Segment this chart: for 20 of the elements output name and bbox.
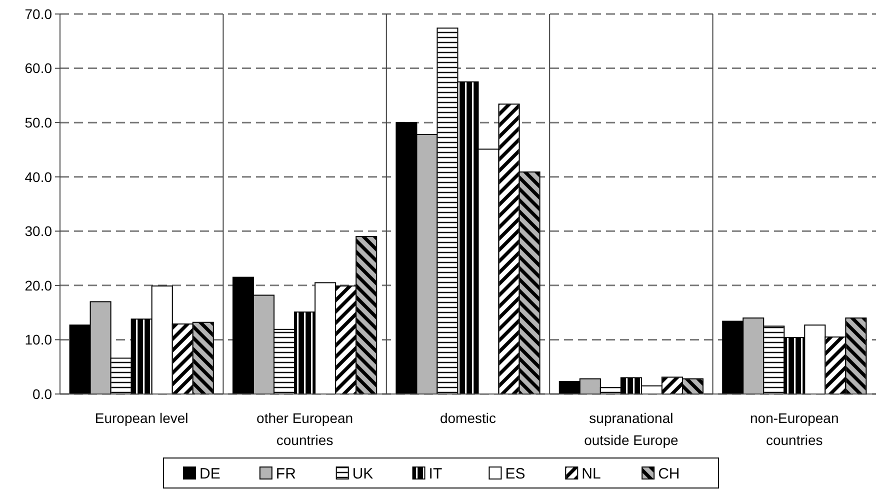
y-tick-label: 40.0 <box>24 168 52 185</box>
y-tick-label: 0.0 <box>32 386 52 402</box>
x-tick-label: non-European countries <box>750 410 839 448</box>
legend-label: ES <box>505 465 526 482</box>
y-tick-label: 70.0 <box>24 6 52 22</box>
y-tick-label: 30.0 <box>24 223 52 240</box>
legend-label: FR <box>276 465 296 482</box>
x-tick-label: supranational outside Europe <box>584 410 678 448</box>
x-tick-label: other European countries <box>256 410 354 448</box>
y-tick-label: 10.0 <box>24 332 52 348</box>
legend-label: IT <box>428 465 442 482</box>
legend-label: UK <box>352 465 374 482</box>
x-tick-label: European level <box>94 410 188 426</box>
legend-label: DE <box>200 465 220 482</box>
y-tick-label: 60.0 <box>24 60 52 76</box>
legend-label: CH <box>658 465 680 482</box>
y-tick-label: 20.0 <box>24 277 52 294</box>
x-tick-label: domestic <box>440 410 496 426</box>
y-tick-label: 50.0 <box>24 114 52 130</box>
legend-label: NL <box>582 465 601 482</box>
